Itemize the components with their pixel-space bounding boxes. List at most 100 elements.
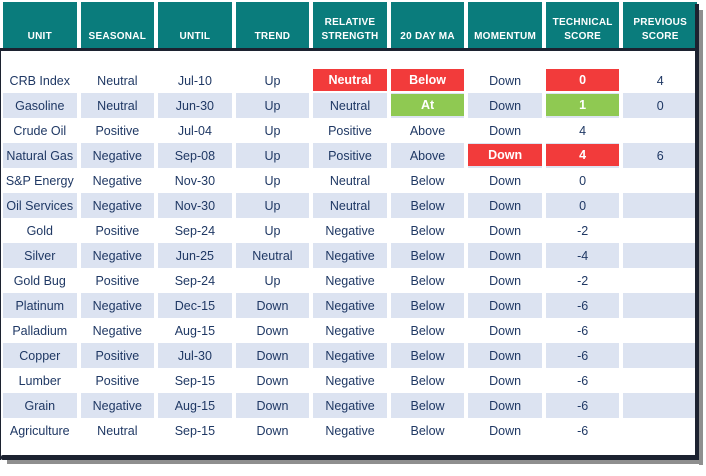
column-header-relative-strength: RELATIVE STRENGTH — [313, 2, 387, 48]
cell-value — [623, 418, 697, 443]
cell-relative-strength: Negative — [313, 393, 387, 418]
highlighted-value: 0 — [545, 69, 620, 91]
cell-value: -2 — [577, 273, 589, 288]
cell-seasonal: Negative — [80, 293, 155, 318]
table-shadow-right — [699, 10, 703, 465]
cell-until: Dec-15 — [158, 293, 232, 318]
cell-value: Positive — [95, 348, 140, 363]
column-header-technical-score: TECHNICAL SCORE — [545, 2, 620, 48]
cell-value: Natural Gas — [6, 148, 74, 163]
cell-relative-strength: Negative — [313, 268, 387, 293]
cell-value: Jun-30 — [175, 98, 214, 113]
table-header-row: UNIT SEASONAL UNTIL TREND RELATIVE STRENGTH 2… — [3, 2, 697, 48]
cell-until: Jun-30 — [158, 93, 232, 118]
cell-value: -6 — [577, 323, 589, 338]
column-header-trend: TREND — [235, 2, 310, 48]
column-header-unit: UNIT — [3, 2, 77, 48]
cell-value: Down — [489, 198, 522, 213]
cell-value: -6 — [577, 348, 589, 363]
cell-value: Negative — [325, 398, 375, 413]
cell-value: Negative — [325, 423, 375, 438]
table-row-lumber: Lumber Positive Sep-15 Down Negative Below Dow… — [3, 368, 697, 393]
cell-value: 4 — [579, 123, 587, 138]
cell-unit: S&P Energy — [3, 168, 77, 193]
table-row-agriculture: Agriculture Neutral Sep-15 Down Negative Belo… — [3, 418, 697, 443]
cell-value: -6 — [577, 298, 589, 313]
cell-value — [623, 118, 697, 143]
cell-relative-strength: Negative — [313, 343, 387, 368]
cell-until: Jun-25 — [158, 243, 232, 268]
cell-value: Neutral — [329, 173, 371, 188]
cell-seasonal: Negative — [80, 243, 155, 268]
cell-value: Negative — [92, 323, 142, 338]
cell-value: Negative — [325, 273, 375, 288]
cell-value: Neutral — [329, 198, 371, 213]
cell-value: Down — [489, 223, 522, 238]
cell-value: Sep-24 — [174, 223, 216, 238]
cell-value: Below — [410, 223, 445, 238]
cell-until: Sep-24 — [158, 268, 232, 293]
cell-previous-score — [623, 393, 697, 418]
cell-value — [623, 393, 697, 418]
cell-technical-score: -2 — [545, 218, 620, 243]
cell-until: Jul-10 — [158, 68, 232, 93]
cell-20-day-ma: Below — [390, 293, 465, 318]
cell-previous-score — [623, 243, 697, 268]
cell-trend: Up — [235, 168, 310, 193]
cell-technical-score: -2 — [545, 268, 620, 293]
table-border-right — [695, 4, 699, 460]
cell-value: -6 — [577, 373, 589, 388]
cell-until: Sep-08 — [158, 143, 232, 168]
cell-seasonal: Neutral — [80, 68, 155, 93]
cell-value: Sep-15 — [174, 373, 216, 388]
cell-value: 6 — [656, 148, 664, 163]
cell-20-day-ma: Above — [390, 143, 465, 168]
cell-value: Up — [264, 98, 281, 113]
cell-value: Above — [409, 123, 446, 138]
cell-value: Down — [489, 248, 522, 263]
cell-seasonal: Negative — [80, 193, 155, 218]
cell-relative-strength: Positive — [313, 118, 387, 143]
cell-until: Jul-04 — [158, 118, 232, 143]
cell-value: 0 — [656, 98, 664, 113]
cell-value: -6 — [577, 398, 589, 413]
highlighted-value: Below — [390, 69, 465, 91]
cell-value: Sep-08 — [174, 148, 216, 163]
cell-unit: CRB Index — [3, 68, 77, 93]
cell-value — [623, 168, 697, 193]
table-border-left — [0, 50, 1, 460]
cell-value: Neutral — [97, 73, 138, 88]
cell-value: -2 — [577, 223, 589, 238]
cell-relative-strength: Positive — [313, 143, 387, 168]
cell-seasonal: Neutral — [80, 418, 155, 443]
cell-momentum: Down — [468, 218, 542, 243]
cell-seasonal: Positive — [80, 118, 155, 143]
column-header-20-day-ma: 20 DAY MA — [390, 2, 465, 48]
cell-momentum: Down — [468, 268, 542, 293]
cell-previous-score — [623, 368, 697, 393]
cell-value: Negative — [325, 223, 375, 238]
spacer-row — [0, 51, 706, 68]
cell-value: Down — [256, 373, 289, 388]
cell-momentum: Down — [468, 293, 542, 318]
cell-value — [623, 193, 697, 218]
cell-value: Up — [264, 273, 281, 288]
cell-previous-score — [623, 418, 697, 443]
cell-relative-strength: Negative — [313, 293, 387, 318]
cell-trend: Up — [235, 68, 310, 93]
table-shadow-bottom — [7, 460, 703, 464]
cell-seasonal: Negative — [80, 143, 155, 168]
cell-trend: Up — [235, 93, 310, 118]
cell-value: Positive — [95, 273, 140, 288]
cell-20-day-ma: Below — [390, 343, 465, 368]
cell-value — [623, 268, 697, 293]
cell-value: Positive — [328, 123, 372, 138]
cell-trend: Up — [235, 218, 310, 243]
cell-20-day-ma: Below — [390, 168, 465, 193]
cell-value — [623, 318, 697, 343]
cell-value — [623, 368, 697, 393]
cell-value: Negative — [325, 248, 375, 263]
cell-technical-score: 0 — [545, 168, 620, 193]
cell-value: Down — [489, 173, 522, 188]
